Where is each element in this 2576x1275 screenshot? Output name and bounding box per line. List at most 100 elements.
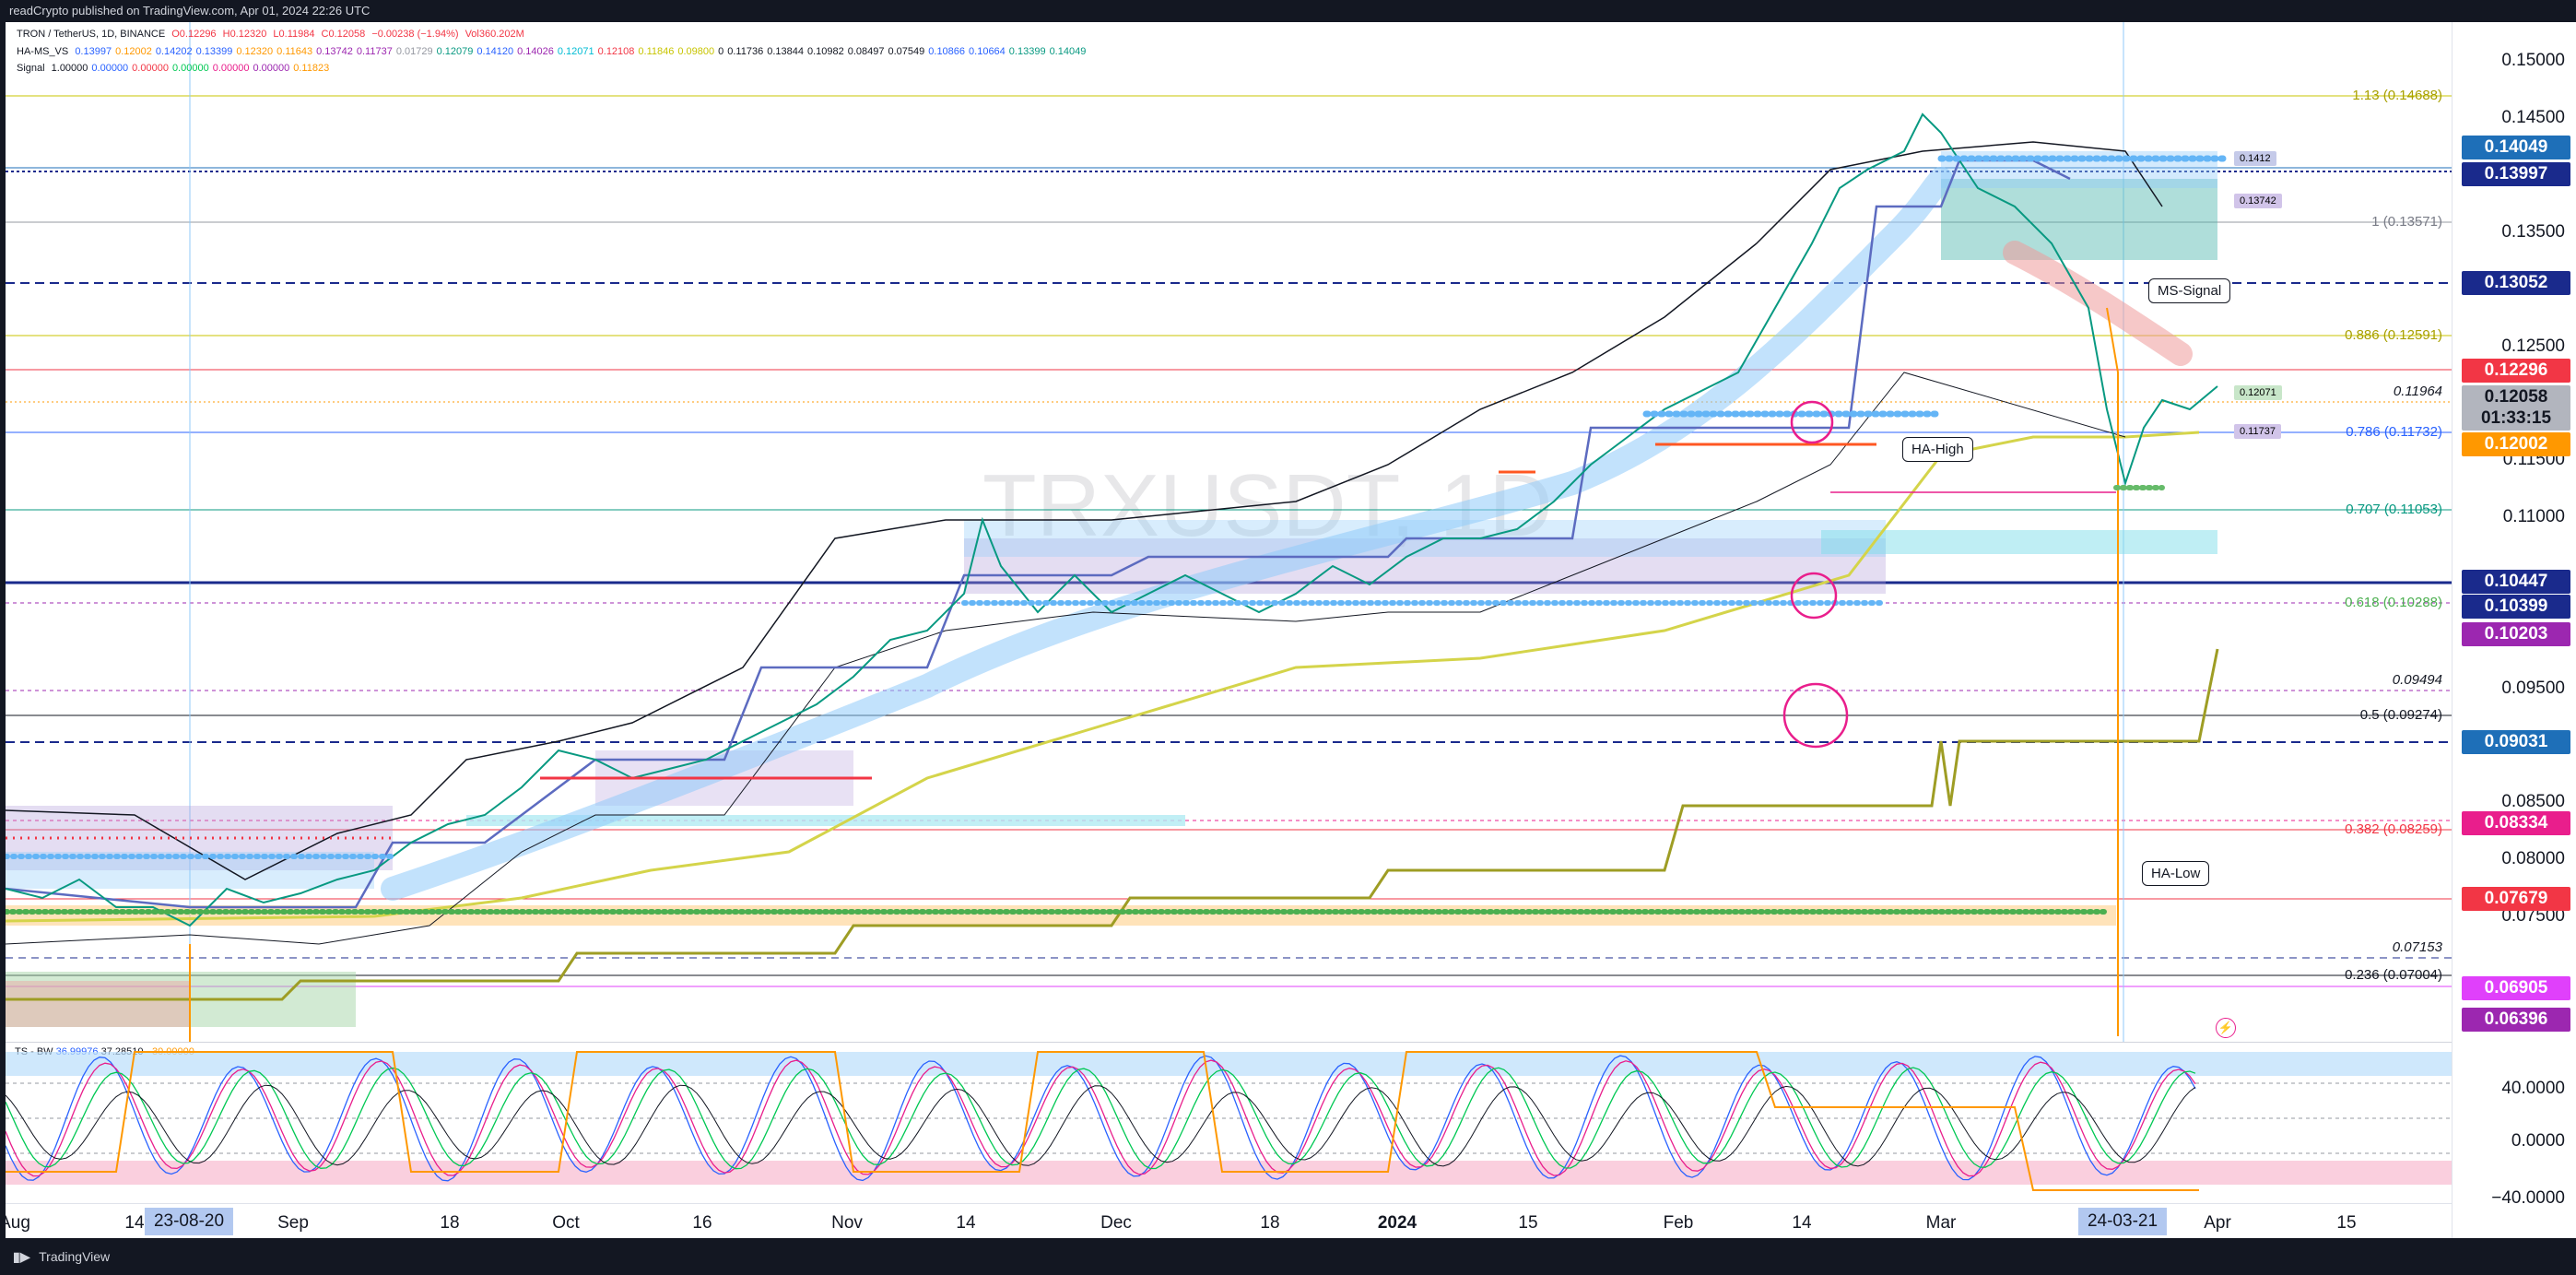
level-tag: 0.11737 (2234, 424, 2281, 439)
fib-level-label: 0.707 (0.11053) (2346, 502, 2442, 517)
osc-tick: −40.0000 (2491, 1188, 2565, 1208)
price-badge: 0.10399 (2462, 595, 2570, 619)
time-axis[interactable]: Aug 14 Sep 18 Oct 16 Nov 14 Dec 18 2024 15 Feb 14 Mar A… (0, 1203, 2452, 1238)
ha-low-circle (1782, 682, 1849, 749)
publish-text: readCrypto published on TradingView.com,… (9, 4, 371, 18)
legend-symbol: TRON / TetherUS, 1D, BINANCE (17, 29, 166, 40)
time-tick: Feb (1663, 1213, 1694, 1233)
osc-tick: 0.0000 (2511, 1131, 2565, 1151)
osc-blue-wave (6, 1055, 2196, 1182)
time-tick: 15 (1518, 1213, 1538, 1233)
footer-bar: ▮▶ TradingView (0, 1238, 2576, 1275)
legend-hams-value: 0.12002 (115, 46, 152, 57)
legend-hams-value: 0.12071 (557, 46, 594, 57)
price-candles-path (6, 112, 2218, 927)
ha-high-circle-top (1790, 400, 1834, 444)
yellow-step-line (6, 431, 2200, 923)
fib-level-label: 0.5 (0.09274) (2359, 707, 2442, 723)
legend-signal-value: 0.00000 (132, 63, 169, 74)
legend-signal-value: 0.00000 (171, 63, 209, 74)
legend-hams-value: 0.13844 (767, 46, 804, 57)
ha-high-callout: HA-High (1902, 437, 1973, 462)
price-tick: 0.14500 (2501, 108, 2565, 127)
zone-blue-cyan (1821, 530, 2217, 554)
osc-black-wave (6, 1084, 2196, 1167)
legend-low: L0.11984 (273, 29, 315, 40)
time-tick: 14 (956, 1213, 976, 1233)
time-tick: 18 (1260, 1213, 1280, 1233)
red-cloud-band (2003, 241, 2193, 366)
time-badge: 23-08-20 (144, 1208, 234, 1235)
legend-hams-value: 0.10664 (969, 46, 1006, 57)
legend-symbol-row: TRON / TetherUS, 1D, BINANCE O0.12296 H0… (17, 29, 528, 40)
legend-hams-value: 0.12320 (236, 46, 274, 57)
time-tick: 18 (440, 1213, 460, 1233)
legend-hams-value: 0.12108 (597, 46, 635, 57)
price-tick: 0.08000 (2501, 849, 2565, 868)
price-chart-pane[interactable]: TRXUSDT, 1D (6, 22, 2452, 1055)
price-tick: 0.09500 (2501, 679, 2565, 698)
time-tick: Dec (1100, 1213, 1132, 1233)
price-tick: 0.08500 (2501, 792, 2565, 811)
price-axis[interactable]: 0.15000 0.14500 0.13500 0.12500 0.11500 0.110… (2452, 22, 2576, 1238)
legend-change: −0.00238 (−1.94%) (371, 29, 459, 40)
ha-low-callout: HA-Low (2142, 861, 2210, 886)
time-tick: Oct (552, 1213, 580, 1233)
price-tick: 0.13500 (2501, 222, 2565, 242)
price-badge: 0.06905 (2462, 976, 2570, 1000)
price-label: 0.07153 (2392, 939, 2442, 955)
oscillator-canvas[interactable] (6, 1043, 2452, 1204)
legend-hams-value: 0.14049 (1049, 46, 1087, 57)
zone-orange-bottom (6, 905, 2116, 926)
legend-hams-value: 0.13997 (75, 46, 112, 57)
price-tick: 0.12500 (2501, 336, 2565, 356)
price-badge: 0.06396 (2462, 1008, 2570, 1032)
legend-hams-value: 0.07549 (888, 46, 925, 57)
price-badge: 0.13052 (2462, 271, 2570, 295)
legend-hams-values: 0.13997 0.12002 0.14202 0.13399 0.12320 0.116… (75, 46, 1089, 57)
legend-hams-value: 0.14202 (155, 46, 193, 57)
fib-level-label: 0.618 (0.10288) (2345, 595, 2442, 610)
legend-hams-value: 0.08497 (847, 46, 885, 57)
price-badge: 0.10447 (2462, 570, 2570, 594)
legend-hams-value: 0.11846 (638, 46, 675, 57)
oscillator-pane[interactable]: TS - BW 36.99976 37.28510 −30.00000 (6, 1042, 2452, 1203)
time-tick: 14 (1792, 1213, 1812, 1233)
ms-signal-callout: MS-Signal (2148, 278, 2231, 303)
fib-level-label: 1.13 (0.14688) (2352, 88, 2442, 103)
time-tick: Nov (831, 1213, 863, 1233)
legend-signal-value: 0.00000 (91, 63, 129, 74)
legend-open: O0.12296 (171, 29, 217, 40)
price-badge: 0.10203 (2462, 622, 2570, 646)
black-lower-envelope (6, 372, 2126, 945)
tradingview-logo-icon[interactable]: ▮▶ (13, 1249, 30, 1264)
legend-signal-value: 1.00000 (51, 63, 88, 74)
level-tag: 0.1412 (2234, 151, 2276, 166)
price-tick: 0.15000 (2501, 51, 2565, 70)
price-badge: 01:33:15 (2462, 407, 2570, 431)
time-tick: 14 (124, 1213, 145, 1233)
legend-hams-label: HA-MS_VS (17, 46, 69, 57)
legend-hams-value: 0.11737 (356, 46, 393, 57)
black-upper-envelope (6, 141, 2163, 880)
ha-high-circle-mid (1790, 572, 1838, 620)
legend-hams-value: 0.13399 (1008, 46, 1046, 57)
price-badge: 0.14049 (2462, 136, 2570, 159)
price-tick: 0.07500 (2501, 906, 2565, 926)
osc-orange-step (6, 1051, 2199, 1191)
legend-signal-values: 1.00000 0.00000 0.00000 0.00000 0.00000 0.000… (52, 63, 334, 74)
footer-brand: TradingView (39, 1249, 111, 1264)
legend-volume: Vol360.202M (465, 29, 524, 40)
legend-high: H0.12320 (222, 29, 267, 40)
time-tick: 2024 (1377, 1213, 1417, 1233)
time-badge: 24-03-21 (2077, 1208, 2168, 1235)
chart-canvas[interactable] (6, 22, 2452, 1055)
zone-red-bottom (6, 981, 190, 1027)
legend-hams-value: 0.11643 (276, 46, 313, 57)
legend-signal-value: 0.00000 (212, 63, 250, 74)
legend-hams-value: 0.14120 (476, 46, 514, 57)
price-badge: 0.08334 (2462, 811, 2570, 835)
price-badge: 0.12296 (2462, 359, 2570, 383)
lightning-icon[interactable]: ⚡ (2216, 1018, 2236, 1038)
